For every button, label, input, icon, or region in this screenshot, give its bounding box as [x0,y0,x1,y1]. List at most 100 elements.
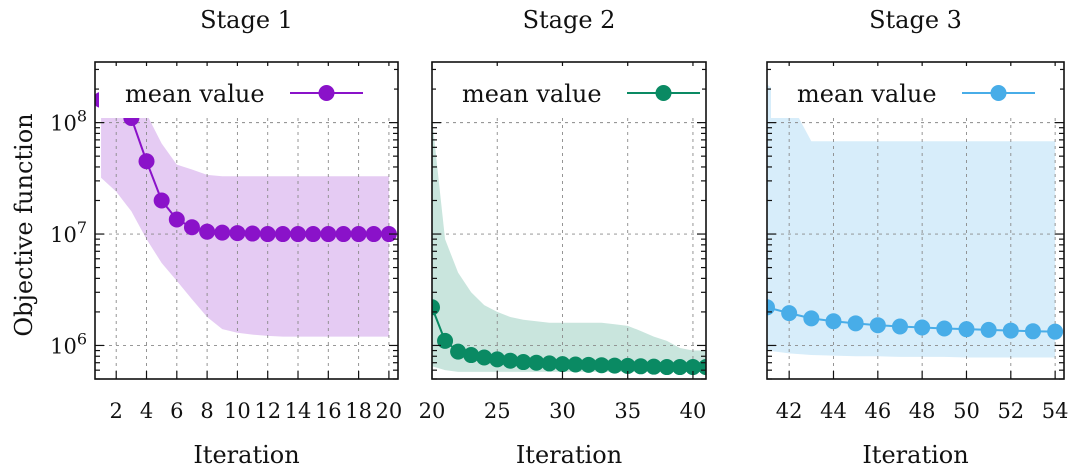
panel-stage-2-point-34 [606,357,623,374]
panel-stage-1-point-11 [244,225,261,242]
panel-stage-1-point-16 [320,226,337,243]
panel-stage-3-point-52 [1002,322,1019,339]
panel-stage-2-point-38 [658,359,675,376]
panel-stage-2-point-24 [476,349,493,366]
panel-stage-1-xtick-label: 18 [345,399,372,423]
panel-stage-3-point-43 [803,310,820,327]
panel-stage-1-point-17 [335,226,352,243]
panel-stage-2-point-22 [450,343,467,360]
panel-stage-2-x-axis-title: Iteration [516,441,622,469]
panel-stage-3-xtick-label: 52 [997,399,1024,423]
panel-stage-2-point-33 [593,357,610,374]
panel-stage-1-point-15 [305,226,322,243]
panel-stage-3-point-42 [781,305,798,322]
panel-stage-3-point-41 [767,299,775,316]
panel-stage-2-point-40 [684,359,701,376]
panel-stage-3-point-48 [914,319,931,336]
panel-stage-2-legend: mean value [436,66,702,118]
panel-stage-3-x-axis-title: Iteration [862,441,968,469]
panel-stage-3-band [767,84,1056,358]
panel-stage-2-point-35 [619,357,636,374]
panel-stage-2-point-26 [502,352,519,369]
panel-stage-1-point-19 [365,226,382,243]
panel-stage-2-xtick-label: 25 [484,399,511,423]
panel-stage-3-xtick-label: 54 [1042,399,1069,423]
panel-stage-3-xtick-label: 44 [820,399,847,423]
panel-stage-1-xtick-label: 12 [254,399,281,423]
panel-stage-2-point-37 [645,358,662,375]
panel-stage-3-frame [766,61,1065,380]
panel-stage-3-title: Stage 3 [869,6,962,34]
panel-stage-1-ytick-label: 108 [50,107,87,136]
panel-stage-3-xtick-label: 46 [864,399,891,423]
panel-stage-2-xtick-label: 30 [549,399,576,423]
panel-stage-2-point-21 [437,332,454,349]
panel-stage-1-point-5 [153,192,170,209]
panel-stage-2-band [432,118,706,372]
panel-stage-3-point-54 [1047,323,1064,340]
panel-stage-1-legend-marker [318,85,335,101]
y-axis-title: Objective function [10,113,38,336]
panel-stage-2-plot-area [432,62,706,379]
panel-stage-3-point-51 [980,321,997,338]
panel-stage-1-point-12 [259,226,276,243]
panel-stage-2-xtick-label: 20 [419,399,446,423]
panels: Stage 12 4 6 8 10 12 14 16 18 20106107108Iteratio… [50,6,1068,469]
panel-stage-2-point-23 [463,347,480,364]
panel-stage-1-point-10 [229,225,246,242]
panel-stage-1-point-13 [274,226,291,243]
panel-stage-1-xtick-label: 16 [315,399,342,423]
panel-stage-2-legend-label: mean value [462,80,602,108]
panel-stage-3-point-46 [869,317,886,334]
panel-stage-2-title: Stage 2 [523,6,616,34]
panel-stage-1-legend-label: mean value [125,80,265,108]
panel-stage-1-point-14 [290,226,307,243]
panel-stage-1-point-7 [183,219,200,236]
panel-stage-3-plot-area [767,62,1064,379]
panel-stage-1-x-axis-title: Iteration [193,441,299,469]
panel-stage-2-point-36 [632,358,649,375]
panel-stage-1-xtick-label: 20 [376,399,403,423]
panel-stage-1-xtick-label: 10 [224,399,251,423]
panel-stage-2-legend-marker [655,85,672,101]
panel-stage-3-point-50 [958,321,975,338]
panel-stage-1-xtick-label: 14 [285,399,312,423]
panel-stage-3-xtick-label: 48 [909,399,936,423]
panel-stage-2-xtick-label: 35 [614,399,641,423]
panel-stage-2-point-30 [554,356,571,373]
panel-stage-3-legend: mean value [771,66,1060,118]
panel-stage-2-frame [431,61,707,380]
panel-stage-3-point-45 [847,315,864,332]
panel-stage-2-point-39 [671,359,688,376]
panel-stage-2-point-32 [580,356,597,373]
panel-stage-1-xtick-label: 8 [200,399,213,423]
panel-stage-1-legend: mean value [99,66,394,118]
panel-stage-1-point-18 [350,226,367,243]
panel-stage-1-point-8 [199,223,216,240]
panel-stage-1-xtick-label: 4 [140,399,153,423]
panel-stage-1-ytick-label: 106 [50,329,87,358]
panel-stage-3: Stage 3 42 44 46 48 50 52 54 Iteration mean value [766,6,1069,469]
panel-stage-1: Stage 1 2 4 6 8 10 12 14 16 18 20 106 107 108 Iteratio… [50,6,402,469]
panel-stage-2-point-29 [541,355,558,372]
panel-stage-3-legend-marker [990,85,1007,101]
panel-stage-1-ytick-label: 107 [50,218,87,247]
panel-stage-3-point-49 [936,320,953,337]
panel-stage-1-point-20 [380,226,397,243]
panel-stage-1-frame [94,61,399,380]
panel-stage-3-point-47 [891,318,908,335]
panel-stage-1-point-9 [214,224,231,241]
panel-stage-2-xtick-label: 40 [680,399,707,423]
panel-stage-1-xtick-label: 6 [170,399,183,423]
panel-stage-2-point-20 [432,299,440,316]
panel-stage-3-point-44 [825,313,842,330]
panel-stage-1-point-4 [138,153,155,170]
panel-stage-1-plot-area [95,62,398,379]
panel-stage-1-xtick-label: 2 [110,399,123,423]
panel-stage-2-point-25 [489,351,506,368]
panel-stage-3-legend-label: mean value [797,80,937,108]
panel-stage-2-point-28 [528,354,545,371]
panel-stage-2-point-27 [515,354,532,371]
panel-stage-2-point-31 [567,356,584,373]
